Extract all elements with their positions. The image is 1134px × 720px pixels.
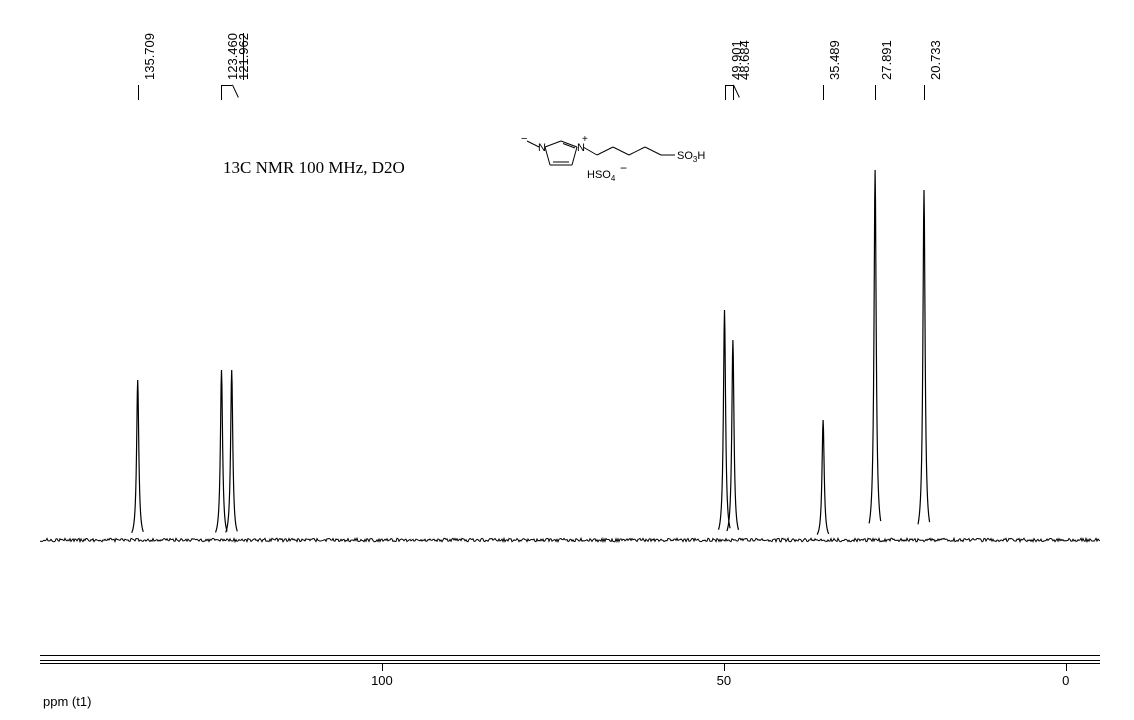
axis-tick-label: 0	[1062, 673, 1069, 688]
axis-tick	[724, 663, 725, 671]
axis-line-1	[40, 663, 1100, 664]
axis-tick-label: 50	[717, 673, 731, 688]
axis-line-0	[40, 660, 1100, 661]
axis-top-line	[40, 655, 1100, 656]
x-axis: 0 50 100	[40, 0, 1100, 720]
axis-tick	[382, 663, 383, 671]
axis-tick	[1066, 663, 1067, 671]
axis-tick-label: 100	[371, 673, 393, 688]
axis-label: ppm (t1)	[43, 694, 91, 709]
